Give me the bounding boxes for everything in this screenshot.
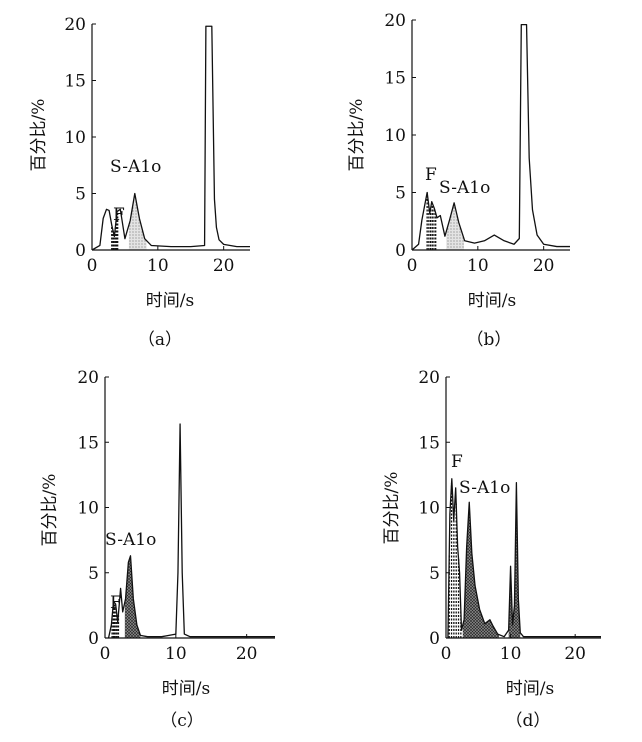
panel-b-y-tick-label: 5: [395, 184, 406, 204]
panel-d-y-tick-label: 15: [418, 433, 440, 453]
panel-d-y-tick-label: 10: [418, 499, 440, 519]
panel-c-x-tick-label: 10: [165, 644, 187, 664]
panel-c-x-tick-label: 20: [236, 644, 258, 664]
panel-a-x-tick-label: 10: [147, 256, 169, 276]
panel-c-xlabel: 时间/s: [162, 679, 210, 699]
panel-d-annotation-f: F: [451, 452, 463, 472]
panel-a-series-line: [91, 25, 250, 251]
panel-c-caption: （c）: [160, 711, 204, 731]
panel-b-x-tick-label: 0: [407, 256, 418, 276]
panel-b-series-line: [411, 23, 570, 251]
panel-b-y-tick-label: 15: [384, 69, 406, 89]
panel-b-annotation-s-a1o: S-A1o: [439, 178, 490, 198]
panel-b-y-tick-label: 20: [384, 11, 406, 31]
panel-c-y-tick-label: 15: [77, 433, 99, 453]
panel-d-series-line: [447, 478, 601, 639]
panel-a-caption: （a）: [138, 330, 182, 350]
panel-d-x-tick-label: 10: [500, 644, 522, 664]
panel-a-x-tick-label: 0: [87, 256, 98, 276]
panel-a-y-tick-label: 10: [64, 128, 86, 148]
panel-a-peak-area-0: [128, 194, 147, 250]
panel-d: 百分比/% 时间/s （d） 0 5 10 15 20 0 10 20 S-A1o F: [382, 368, 601, 731]
panel-d-y-tick-label: 0: [429, 629, 440, 649]
panel-b-x-tick-label: 10: [467, 256, 489, 276]
panel-d-xlabel: 时间/s: [506, 679, 554, 699]
panel-a-y-tick-label: 0: [75, 241, 86, 261]
panel-c-annotation-f: F: [110, 593, 122, 613]
panel-a-x-tick-label: 20: [213, 256, 235, 276]
panel-c-y-tick-label: 20: [77, 368, 99, 388]
panel-a-annotation-f: F: [113, 205, 125, 225]
panel-d-x-tick-label: 0: [441, 644, 452, 664]
panel-d-peak-area-0: [462, 504, 499, 638]
panel-b-ylabel: 百分比/%: [347, 99, 367, 172]
panel-c-y-tick-label: 0: [88, 629, 99, 649]
panel-a-y-tick-label: 15: [64, 72, 86, 92]
panel-b-caption: （b）: [467, 330, 512, 350]
panel-a-y-tick-label: 5: [75, 185, 86, 205]
panel-d-caption: （d）: [506, 711, 551, 731]
panel-c: 百分比/% 时间/s （c） 0 5 10 15 20 0 10 20 S-A1o F: [40, 368, 275, 731]
panel-b-y-tick-label: 0: [395, 241, 406, 261]
panel-b-annotation-f: F: [425, 165, 437, 185]
panel-b-peak-area-0: [446, 203, 465, 250]
panel-d-annotation-s-a1o: S-A1o: [459, 478, 510, 498]
panel-b-xlabel: 时间/s: [468, 291, 516, 311]
panel-c-ylabel: 百分比/%: [40, 474, 60, 547]
panel-c-x-tick-label: 0: [100, 644, 111, 664]
panel-c-y-tick-label: 5: [88, 564, 99, 584]
panel-a-ylabel: 百分比/%: [29, 99, 49, 172]
panel-c-y-tick-label: 10: [77, 499, 99, 519]
panel-a-xlabel: 时间/s: [146, 291, 194, 311]
panel-d-ylabel: 百分比/%: [382, 472, 402, 545]
panel-a: 百分比/% 时间/s （a） 0 5 10 15 20 0 10 20 S-A1o F: [29, 15, 250, 350]
panel-c-annotation-s-a1o: S-A1o: [105, 530, 156, 550]
panel-b-x-tick-label: 20: [533, 256, 555, 276]
panel-a-annotation-s-a1o: S-A1o: [110, 157, 161, 177]
panel-d-y-tick-label: 20: [418, 368, 440, 388]
panel-d-x-tick-label: 20: [564, 644, 586, 664]
panel-a-y-tick-label: 20: [64, 15, 86, 35]
panel-d-y-tick-label: 5: [429, 564, 440, 584]
panel-b-y-tick-label: 10: [384, 126, 406, 146]
panel-c-series-line: [107, 423, 275, 639]
panel-d-peak-area-2: [508, 488, 521, 638]
